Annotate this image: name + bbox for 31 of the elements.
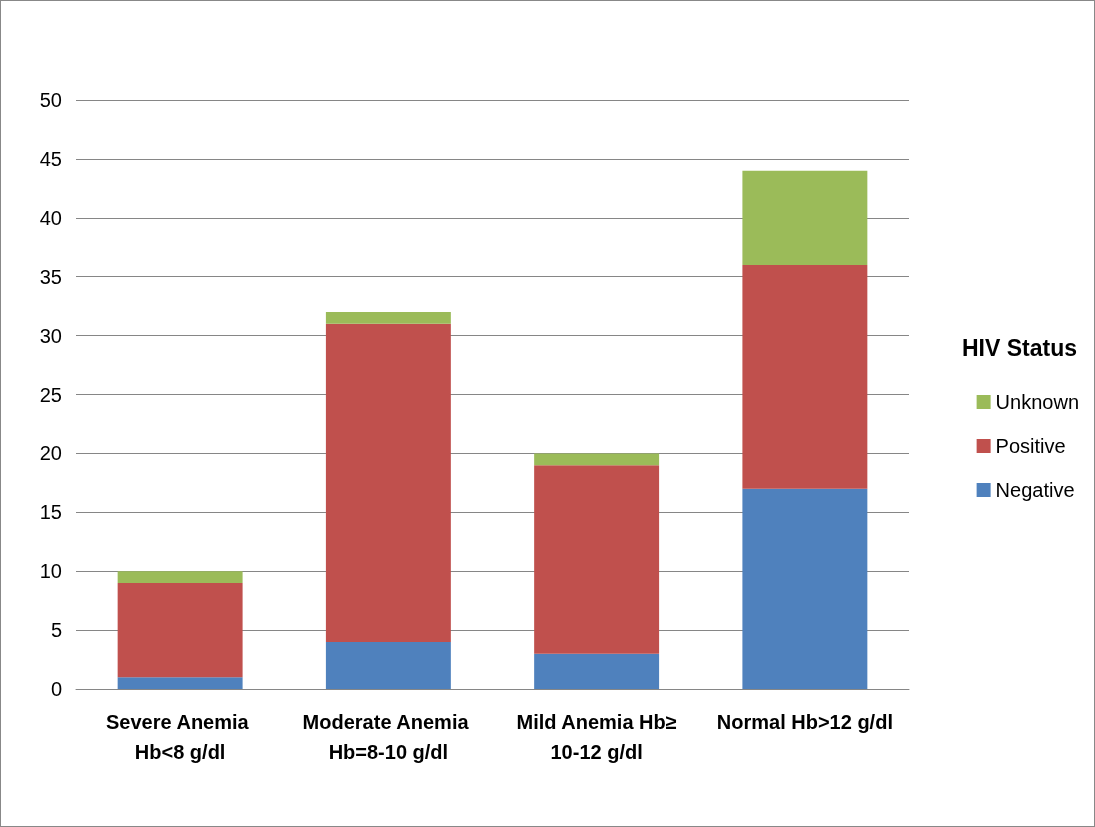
y-tick-label: 20 [39,442,62,465]
y-tick-label: 15 [39,501,62,524]
y-tick-label: 30 [39,324,62,347]
bar [325,641,451,689]
y-tick-label: 50 [39,89,62,111]
legend-label: Negative [995,479,1075,501]
bar [742,170,868,265]
bar [534,653,660,689]
bar [534,465,660,654]
bar [742,488,868,689]
y-tick-label: 25 [39,383,62,406]
x-tick-label: Normal Hb>12 g/dl [716,711,893,733]
y-tick-label: 35 [39,265,62,288]
bar [742,264,868,489]
x-tick-label: Severe Anemia Hb<8 g/dl [106,711,255,763]
bar [117,677,243,689]
bar [325,312,451,324]
x-tick-label: Moderate Anemia Hb=8-10 g/dl [302,711,475,763]
y-tick-label: 40 [39,206,62,229]
y-tick-label: 45 [39,147,62,170]
bar [117,582,243,678]
bar [325,323,451,642]
bar [534,453,660,466]
legend-label: Positive [995,435,1066,457]
y-tick-label: 10 [39,560,62,583]
y-tick-label: 0 [50,678,62,700]
x-tick-label: Mild Anemia Hb≥10-12 g/dl [516,711,677,763]
bar [117,571,243,583]
y-tick-label: 5 [50,619,62,642]
legend-label: Unknown [995,391,1080,413]
legend-title: HIV Status [961,334,1078,361]
